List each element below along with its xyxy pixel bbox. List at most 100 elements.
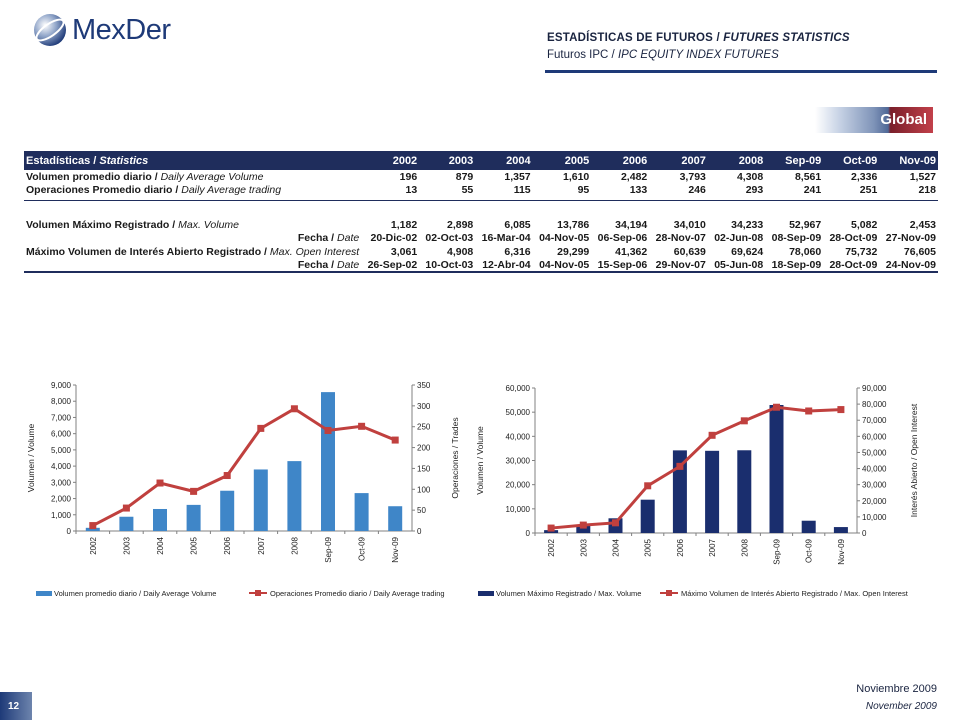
table-cell: 20-Dic-02: [370, 232, 418, 245]
global-tag: Global: [815, 107, 933, 133]
line-marker: [612, 519, 619, 527]
page-title: ESTADÍSTICAS DE FUTUROS / FUTURES STATIS…: [547, 32, 850, 44]
table-cell: 34,194: [615, 218, 648, 231]
table-cell: 29-Nov-07: [649, 258, 708, 273]
table-cell: 28-Oct-09: [823, 258, 880, 273]
bar: [287, 461, 302, 531]
y2-tick-label: 40,000: [862, 465, 887, 474]
table-cell: 4,908: [447, 245, 474, 258]
y-axis-label: Volumen / Volume: [475, 426, 485, 495]
row-label: Volumen promedio diario / Daily Average …: [26, 170, 264, 183]
y2-tick-label: 250: [417, 423, 431, 432]
row-label: Volumen Máximo Registrado / Max. Volume: [26, 218, 239, 231]
y2-tick-label: 350: [417, 381, 431, 390]
bar: [153, 508, 167, 531]
table-cell: 1,182: [390, 218, 418, 231]
x-tick-label: 2005: [644, 538, 653, 556]
table-cell: 12-Abr-04: [475, 258, 533, 273]
table-cell: 29,299: [557, 245, 590, 258]
row-label-es: Fecha: [297, 258, 329, 271]
row-label-es: Máximo Volumen de Interés Abierto Regist…: [26, 245, 262, 258]
y2-tick-label: 30,000: [862, 481, 887, 490]
table-cell: 78,060: [789, 245, 822, 258]
table-header-row: Estadísticas / Statistics 2002 2003 2004 20…: [24, 151, 938, 170]
y-tick-label: 10,000: [506, 505, 531, 514]
table-cell: 52,967: [789, 218, 822, 231]
y2-tick-label: 50,000: [862, 448, 887, 457]
max-volume-chart: 0 10,000 20,000 30,000 40,000 50,000 60,000 0 10…: [475, 375, 945, 605]
row-label-en: Max. Open Interest: [269, 245, 360, 258]
bar: [833, 527, 848, 533]
daily-volume-chart-svg: 0 1,000 2,000 3,000 4,000 5,000 6,000 7,000 8,00…: [26, 381, 460, 598]
x-tick-label: Nov-09: [837, 538, 846, 564]
x-tick-label: 2003: [579, 538, 588, 556]
bar: [85, 527, 100, 531]
table-cell: 06-Sep-06: [597, 232, 648, 245]
bar: [220, 490, 235, 531]
y-tick-label: 7,000: [51, 413, 72, 422]
row-label-en: Daily Average trading: [181, 184, 282, 197]
y-tick-label: 0: [67, 527, 72, 536]
row-label-en: Daily Average Volume: [160, 170, 264, 183]
table-cell: 251: [859, 184, 878, 197]
line-marker: [89, 522, 97, 530]
table-cell: 02-Jun-08: [714, 232, 764, 245]
legend-label: Operaciones Promedio diario / Daily Aver…: [270, 589, 445, 598]
line-marker: [547, 524, 555, 532]
table-cell: 13: [405, 184, 418, 197]
bar: [640, 499, 655, 533]
column-header: 2006: [591, 151, 650, 170]
line-marker: [257, 424, 265, 432]
bar: [388, 506, 403, 531]
y2-tick-label: 80,000: [862, 400, 887, 409]
legend-swatch-bar: [36, 591, 52, 596]
row-label: Operaciones Promedio diario / Daily Aver…: [26, 184, 282, 197]
bar: [544, 530, 559, 533]
series-line: [92, 407, 396, 527]
table-spacer: [24, 200, 938, 218]
header-divider: [545, 70, 937, 73]
title-sep: /: [713, 32, 724, 44]
column-header: 2002: [361, 151, 420, 170]
y-tick-label: 1,000: [51, 511, 72, 520]
bar: [253, 469, 268, 531]
table-cell: 1,610: [562, 170, 590, 183]
x-tick-label: 2004: [156, 536, 165, 554]
line-marker: [773, 403, 780, 411]
legend-label: Volumen Máximo Registrado / Max. Volume: [496, 589, 641, 598]
table-cell: 28-Oct-09: [829, 232, 878, 245]
y2-tick-label: 10,000: [862, 513, 887, 522]
y2-tick-label: 150: [417, 464, 431, 473]
line-marker: [676, 462, 684, 470]
column-header: Nov-09: [879, 151, 938, 170]
line-marker: [223, 472, 231, 480]
subtitle-sep: /: [608, 49, 618, 61]
row-label-en: Date: [337, 232, 360, 245]
row-label-es: Fecha: [297, 232, 329, 245]
legend-label: Máximo Volumen de Interés Abierto Regist…: [681, 589, 909, 598]
table-cell: 879: [455, 170, 474, 183]
bar: [672, 450, 687, 533]
line-marker: [740, 417, 748, 425]
table-cell: 95: [577, 184, 590, 197]
title-es: ESTADÍSTICAS DE FUTUROS: [547, 32, 714, 44]
row-label: Fecha / Date: [24, 258, 362, 273]
footer-date-es: Noviembre 2009: [856, 683, 937, 695]
x-tick-label: 2005: [190, 536, 199, 554]
line-marker: [708, 431, 716, 439]
y-tick-label: 2,000: [51, 495, 72, 504]
bar: [354, 493, 369, 531]
line-marker: [391, 436, 399, 444]
page-subtitle: Futuros IPC / IPC EQUITY INDEX FUTURES: [547, 49, 779, 61]
line-marker: [290, 405, 298, 413]
table-cell: 15-Sep-06: [591, 258, 650, 273]
table-cell: 04-Nov-05: [539, 232, 590, 245]
y-tick-label: 5,000: [51, 446, 72, 455]
table-cell: 41,362: [615, 245, 648, 258]
bar: [801, 520, 816, 533]
line-marker: [122, 504, 130, 512]
y-tick-label: 0: [526, 529, 531, 538]
y2-tick-label: 0: [862, 529, 867, 538]
y-axis-label: Volumen / Volume: [26, 423, 36, 492]
table-row: Fecha / Date 20-Dic-02 02-Oct-03 16-Mar-04 0…: [24, 232, 938, 246]
